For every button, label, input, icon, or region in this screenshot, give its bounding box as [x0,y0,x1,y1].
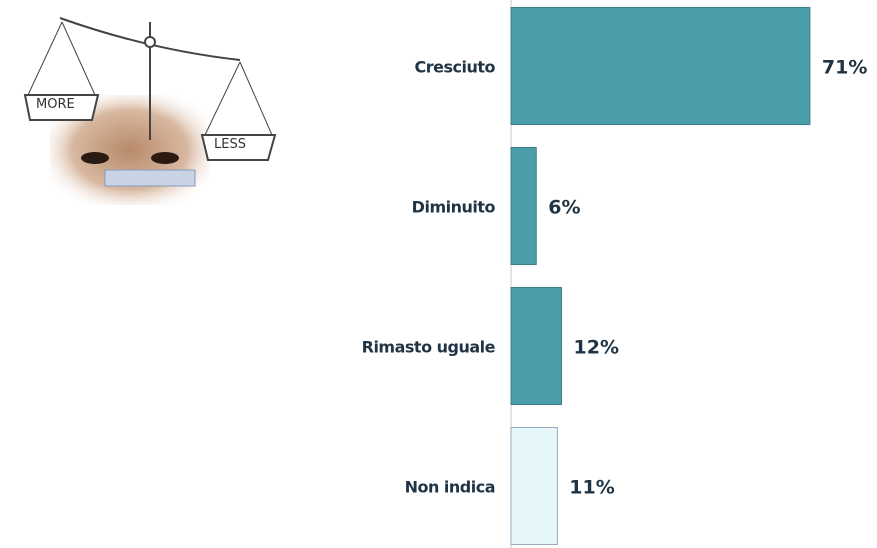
value-label: 12% [574,337,619,359]
eye [151,152,179,164]
bar [511,148,536,265]
bar [511,8,810,125]
pan-label: MORE [36,97,75,112]
pan-label: LESS [214,137,246,152]
value-label: 11% [569,477,614,499]
banknote [105,170,195,186]
chart: MORE LESS Cresciuto 71% Diminuito 6% Rimasto… [0,0,877,548]
illustration: MORE LESS [25,18,275,205]
category-label: Cresciuto [414,58,495,77]
eye [81,152,109,164]
category-label: Diminuito [412,198,496,217]
category-label: Rimasto uguale [362,338,496,357]
value-label: 71% [822,57,867,79]
value-label: 6% [548,197,580,219]
bar [511,428,557,545]
bar [511,288,562,405]
category-label: Non indica [405,478,495,497]
pivot [145,37,155,47]
